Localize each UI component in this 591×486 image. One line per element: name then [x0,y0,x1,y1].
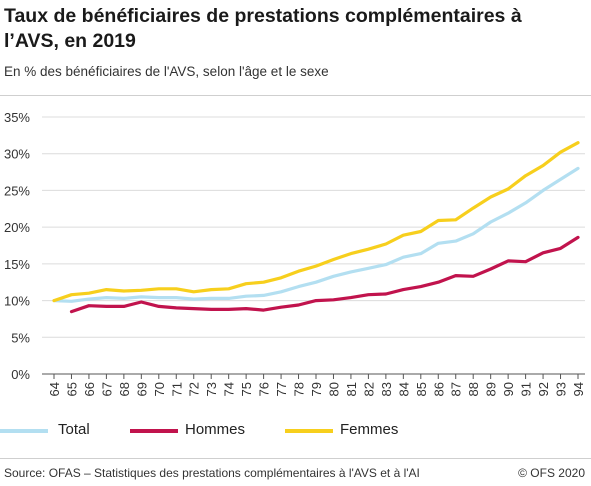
source-note: Source: OFAS – Statistiques des prestati… [4,466,420,480]
x-tick-label: 88 [466,382,481,396]
legend-label-hommes: Hommes [185,421,246,438]
x-tick-label: 83 [379,382,394,396]
x-tick-label: 75 [239,382,254,396]
x-tick-label: 84 [396,382,411,396]
y-tick-label: 5% [11,330,30,345]
x-tick-label: 92 [536,382,551,396]
x-tick-label: 82 [361,382,376,396]
x-tick-label: 78 [292,382,307,396]
legend-label-total: Total [58,421,90,438]
top-divider [0,95,591,96]
series-lines [52,141,580,314]
x-tick-label: 93 [554,382,569,396]
y-tick-label: 35% [4,110,30,125]
bottom-divider [0,458,591,459]
x-tick-label: 70 [152,382,167,396]
x-tick-label: 67 [99,382,114,396]
copyright-note: © OFS 2020 [518,466,585,480]
series-line-total [52,166,580,303]
x-tick-label: 72 [187,382,202,396]
line-chart: 0%5%10%15%20%25%30%35% 64 65 66 67 68 69 70 71 7… [4,110,586,396]
x-tick-label: 68 [117,382,132,396]
legend-swatch-femmes [285,429,333,433]
chart-subtitle: En % des bénéficiaires de l'AVS, selon l… [4,64,329,79]
chart-title: Taux de bénéficiaires de prestations com… [4,5,522,52]
x-axis: 64 65 66 67 68 69 70 71 72 73 74 75 76 77 78 79 80 81 82 83… [42,373,586,396]
x-tick-label: 91 [519,382,534,396]
x-tick-label: 79 [309,382,324,396]
legend-label-femmes: Femmes [340,421,399,438]
x-tick-label: 74 [222,382,237,396]
x-tick-label: 80 [326,382,341,396]
gridlines [42,116,585,338]
y-tick-label: 30% [4,147,30,162]
x-tick-label: 69 [134,382,149,396]
legend-swatch-hommes [130,429,178,433]
x-tick-label: 94 [571,382,586,396]
x-tick-label: 81 [344,382,359,396]
x-tick-label: 87 [449,382,464,396]
series-line-femmes [52,141,580,303]
x-tick-label: 86 [431,382,446,396]
x-tick-label: 85 [414,382,429,396]
y-axis: 0% 5% 10% 15% 20% 25% 30% 35% [4,110,30,382]
x-tick-label: 90 [501,382,516,396]
x-tick-label: 66 [82,382,97,396]
y-tick-label: 0% [11,367,30,382]
x-tick-label: 89 [484,382,499,396]
x-tick-label: 71 [169,382,184,396]
x-tick-label: 73 [204,382,219,396]
y-tick-label: 15% [4,257,30,272]
x-tick-label: 64 [47,382,62,396]
x-tick-label: 76 [257,382,272,396]
legend: Total Hommes Femmes [0,420,591,440]
y-tick-label: 25% [4,183,30,198]
x-tick-label: 65 [64,382,79,396]
series-line-hommes [69,235,580,314]
y-tick-label: 20% [4,220,30,235]
x-tick-label: 77 [274,382,289,396]
y-tick-label: 10% [4,294,30,309]
legend-swatch-total [0,429,48,433]
